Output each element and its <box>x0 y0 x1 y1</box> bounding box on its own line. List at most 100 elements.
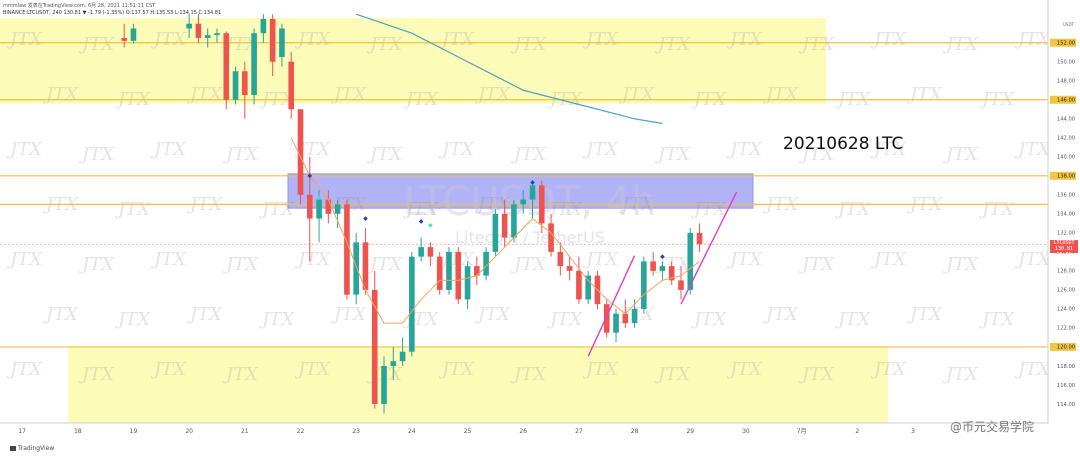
jtx-tile: JTX <box>834 199 871 220</box>
price-tick-label: 118.00 <box>1057 364 1075 370</box>
support-zone-yellow <box>68 346 888 423</box>
candle <box>409 251 415 357</box>
publisher-line: mmmlaw 发表在TradingView.com, 6月 28, 2021 1… <box>3 3 156 9</box>
jtx-tile: JTX <box>798 34 835 55</box>
time-tick-label: 26 <box>519 428 527 435</box>
price-tick-label: 122.00 <box>1057 326 1075 332</box>
resistance-zone-yellow <box>0 18 826 104</box>
jtx-tile: JTX <box>510 34 547 55</box>
candle-body <box>251 33 257 96</box>
jtx-tile: JTX <box>798 364 835 385</box>
candle-body <box>566 266 573 271</box>
jtx-tile: JTX <box>366 254 403 275</box>
time-tick-label: 18 <box>74 428 82 435</box>
jtx-tile: JTX <box>186 84 223 105</box>
candle <box>214 28 220 43</box>
jtx-tile: JTX <box>798 144 835 165</box>
jtx-tile: JTX <box>978 199 1015 220</box>
jtx-tile: JTX <box>438 139 475 160</box>
candle <box>557 242 564 276</box>
tradingview-logo-icon <box>10 446 16 451</box>
current-price-badge: LTCUSDT 130.81 08:51 <box>1050 240 1078 258</box>
price-tick-label: 134.00 <box>1057 212 1075 218</box>
jtx-tile: JTX <box>114 309 151 330</box>
jtx-tile: JTX <box>546 199 583 220</box>
jtx-tile: JTX <box>186 304 223 325</box>
candle-body <box>121 37 127 41</box>
tradingview-brand[interactable]: TradingView <box>10 445 54 452</box>
jtx-tile: JTX <box>942 34 979 55</box>
jtx-tile: JTX <box>402 309 439 330</box>
jtx-tile: JTX <box>150 249 187 270</box>
candle <box>548 213 554 257</box>
jtx-tile: JTX <box>762 84 799 105</box>
candle <box>446 247 452 295</box>
candle-body <box>427 247 434 257</box>
jtx-tile: JTX <box>438 359 475 380</box>
candle-body <box>362 242 369 290</box>
candle-body <box>585 275 591 300</box>
candle-body <box>232 71 239 100</box>
jtx-tile: JTX <box>726 359 763 380</box>
candle <box>668 261 675 286</box>
candle-body <box>316 199 322 219</box>
candle <box>613 308 619 343</box>
price-level-tag <box>1050 95 1076 104</box>
candle-body <box>390 361 397 366</box>
candle-body <box>306 194 313 219</box>
candle <box>427 242 434 267</box>
time-tick-label: 29 <box>686 428 694 435</box>
price-tick-label: 126.00 <box>1057 288 1075 294</box>
candle-body <box>529 185 536 200</box>
jtx-tile: JTX <box>654 364 691 385</box>
jtx-tile: JTX <box>402 199 439 220</box>
jtx-tile: JTX <box>294 139 331 160</box>
date-annotation: 20210628 LTC <box>783 134 904 154</box>
candle <box>455 247 462 305</box>
jtx-tile: JTX <box>438 29 475 50</box>
price-tick-label: 136.00 <box>1057 193 1075 199</box>
jtx-tile: JTX <box>942 254 979 275</box>
candle-body <box>260 18 267 34</box>
candle-body <box>353 242 359 295</box>
candle-body <box>650 261 656 271</box>
jtx-tile: JTX <box>942 144 979 165</box>
candle <box>334 199 341 229</box>
candle <box>641 256 647 314</box>
ma-short-line <box>290 137 700 324</box>
signal-marker <box>307 173 313 179</box>
candle <box>344 199 350 300</box>
candle-body <box>288 61 295 110</box>
candle-body <box>557 251 564 267</box>
watermark-subtitle: Litecoin / TetherUS <box>455 228 605 247</box>
candle-body <box>446 251 452 290</box>
candle <box>279 23 285 67</box>
jtx-tile: JTX <box>654 144 691 165</box>
jtx-tile: JTX <box>42 304 79 325</box>
jtx-tile: JTX <box>222 144 259 165</box>
candle <box>399 337 406 366</box>
ma-long-line <box>355 13 663 125</box>
jtx-tile: JTX <box>726 29 763 50</box>
symbol-line: BINANCE:LTCUSDT, 240 130.81 ▼ -1.79 (-1.… <box>3 10 222 16</box>
price-tick-label: 146.00 <box>1057 98 1075 104</box>
candle-body <box>492 213 499 252</box>
jtx-tile: JTX <box>906 304 943 325</box>
candle-body <box>455 251 462 300</box>
jtx-tile: JTX <box>510 144 547 165</box>
jtx-tile: JTX <box>150 29 187 50</box>
candle-body <box>381 365 387 404</box>
candle-body <box>622 313 629 324</box>
jtx-tile: JTX <box>1014 29 1051 50</box>
price-tick-label: 152.00 <box>1057 41 1075 47</box>
jtx-tile: JTX <box>870 139 907 160</box>
jtx-tile: JTX <box>330 84 367 105</box>
tradingview-brand-label: TradingView <box>18 445 55 452</box>
jtx-tile: JTX <box>870 249 907 270</box>
jtx-tile: JTX <box>78 364 115 385</box>
current-price-pair: LTCUSDT <box>1053 240 1075 246</box>
candle <box>186 14 192 38</box>
candle-body <box>195 23 202 38</box>
jtx-tile: JTX <box>6 249 43 270</box>
